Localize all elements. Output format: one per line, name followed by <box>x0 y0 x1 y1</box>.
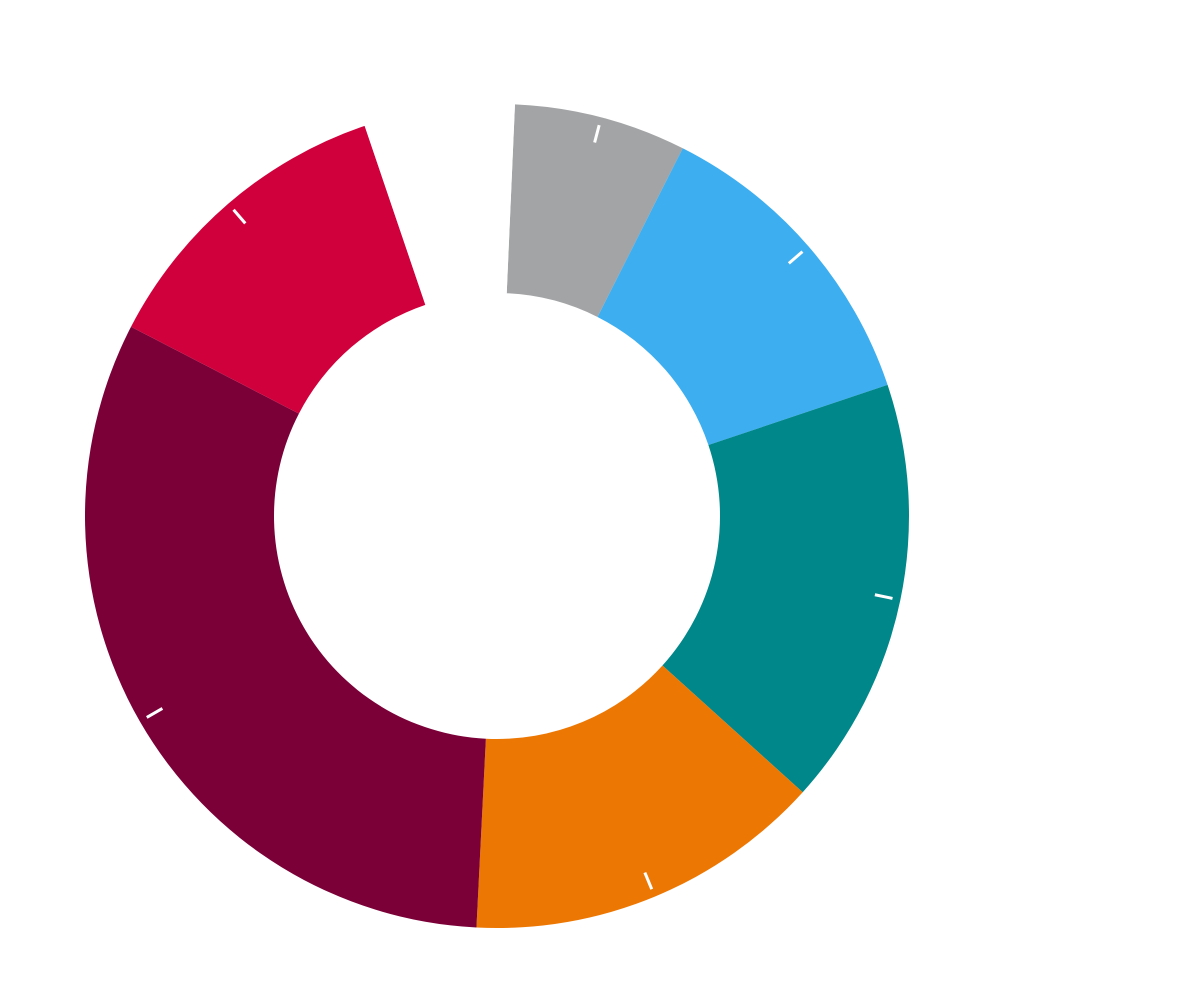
leader-line-5 <box>146 707 164 719</box>
pie-slice-7 <box>364 103 515 305</box>
pie-slice-4 <box>476 665 803 928</box>
leader-line-3 <box>874 593 893 600</box>
pie-slice-3 <box>662 384 909 793</box>
leader-line-6 <box>232 208 247 225</box>
leader-line-2 <box>787 250 804 265</box>
pie-slice-1 <box>506 104 683 317</box>
leader-line-7 <box>438 115 444 135</box>
slices-group <box>84 103 909 928</box>
leader-lines-group <box>146 115 893 890</box>
leader-line-4 <box>643 871 654 890</box>
leader-line-1 <box>593 124 601 143</box>
pie-slice-5 <box>84 326 486 928</box>
pie-slice-6 <box>131 125 426 414</box>
pie-slice-2 <box>597 148 888 446</box>
